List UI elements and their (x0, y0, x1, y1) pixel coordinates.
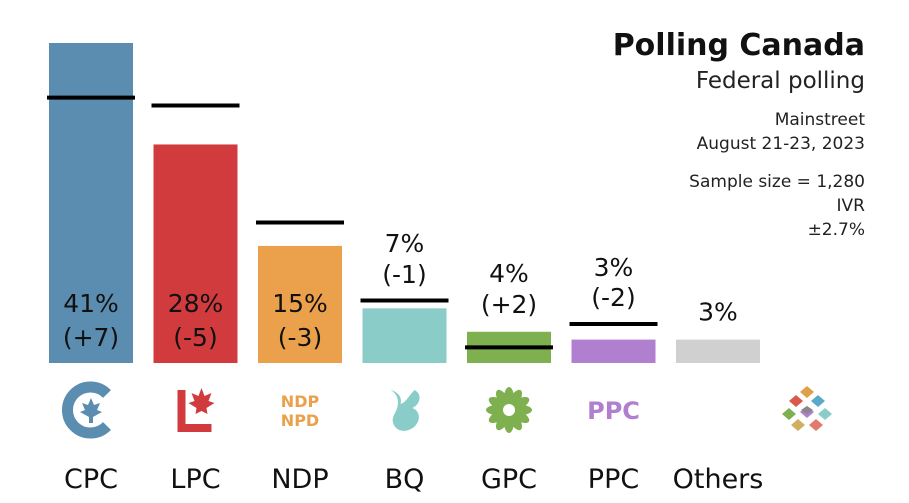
poll-info-panel: Polling Canada Federal polling Mainstree… (613, 28, 865, 242)
sample-size: Sample size = 1,280 (689, 172, 865, 192)
margin-of-error: ±2.7% (807, 220, 865, 240)
ndp-logo-text-fr: NPD (281, 411, 319, 430)
bq-logo-icon (390, 390, 420, 431)
lpc-logo-icon (177, 388, 215, 432)
category-label-lpc: LPC (170, 464, 220, 495)
change-label-lpc: (-5) (173, 323, 217, 352)
value-label-others: 3% (698, 298, 738, 327)
pollster-name: Mainstreet (774, 110, 865, 130)
change-label-cpc: (+7) (63, 323, 119, 352)
chart-title: Polling Canada (612, 28, 865, 63)
category-label-others: Others (673, 464, 764, 495)
value-label-gpc: 4% (489, 259, 529, 288)
value-label-ndp: 15% (272, 289, 328, 318)
bar-bq (362, 308, 447, 363)
value-label-cpc: 41% (63, 289, 119, 318)
bar-ppc (571, 339, 656, 363)
others-logo-icon (782, 386, 832, 431)
gpc-logo-icon (486, 387, 532, 433)
change-label-gpc: (+2) (481, 290, 537, 319)
value-label-ppc: 3% (594, 253, 634, 282)
category-label-ndp: NDP (271, 464, 328, 495)
ppc-logo-text: PPC (587, 397, 640, 425)
poll-dates: August 21-23, 2023 (696, 134, 865, 154)
bar-ndp (258, 245, 342, 363)
bar-lpc (153, 144, 238, 363)
value-label-bq: 7% (385, 229, 425, 258)
category-label-cpc: CPC (64, 464, 118, 495)
category-label-gpc: GPC (481, 464, 537, 495)
ndp-logo-text-en: NDP (281, 392, 320, 411)
ppc-logo-icon: PPC (587, 397, 640, 425)
change-label-ndp: (-3) (278, 323, 322, 352)
bar-others (676, 339, 760, 363)
change-label-bq: (-1) (382, 260, 426, 289)
value-label-lpc: 28% (168, 289, 224, 318)
change-label-ppc: (-2) (591, 283, 635, 312)
poll-method: IVR (836, 196, 865, 216)
category-label-bq: BQ (385, 464, 425, 495)
chart-subtitle: Federal polling (695, 68, 865, 94)
category-label-ppc: PPC (588, 464, 639, 495)
cpc-logo-icon (61, 381, 111, 439)
